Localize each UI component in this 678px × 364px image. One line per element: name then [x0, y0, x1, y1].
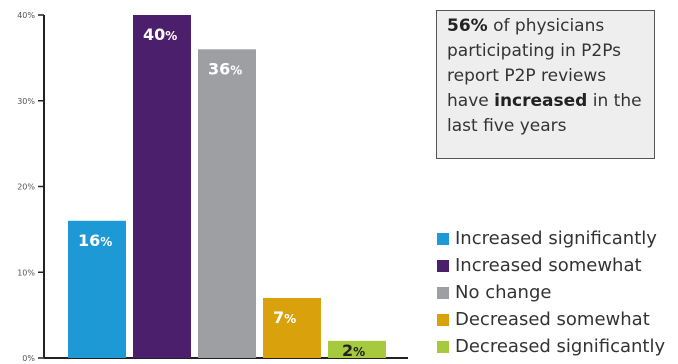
legend-item: Decreased somewhat	[437, 306, 678, 333]
bar-value-label: 16%	[78, 231, 112, 250]
bar-value-label: 40%	[143, 25, 177, 44]
y-tick-label: 10%	[17, 268, 35, 277]
legend-swatch	[437, 340, 449, 353]
legend-swatch	[437, 313, 449, 326]
callout-highlight: 56%	[447, 16, 488, 36]
callout-emphasis: increased	[494, 91, 588, 111]
legend-swatch	[437, 259, 449, 272]
legend-item: Decreased significantly	[437, 333, 678, 360]
bar-value-suffix: %	[284, 312, 296, 326]
bar-value-label: 36%	[208, 59, 242, 78]
legend-item: Increased significantly	[437, 225, 678, 252]
bar-value-suffix: %	[230, 63, 242, 77]
legend-label: Decreased significantly	[455, 336, 666, 357]
bar-value-label: 2%	[342, 341, 365, 360]
callout-box: 56% of physicians participating in P2Ps …	[436, 10, 655, 159]
bar	[133, 15, 191, 358]
legend-label: No change	[455, 282, 552, 303]
bar	[68, 220, 126, 358]
legend: Increased significantly Increased somewha…	[437, 225, 678, 360]
legend-label: Increased somewhat	[455, 255, 642, 276]
legend-label: Increased significantly	[455, 228, 657, 249]
bar-value-suffix: %	[353, 345, 365, 359]
bar	[198, 49, 256, 359]
bar-labels: 16% 40% 36% 7% 2%	[78, 25, 365, 360]
callout-text-1: of physicians participating in P2Ps repo…	[447, 16, 622, 111]
bar	[263, 297, 321, 358]
y-tick-label: 20%	[17, 183, 35, 192]
bar	[328, 340, 386, 358]
legend-item: Increased somewhat	[437, 252, 678, 279]
bars	[68, 15, 386, 359]
legend-swatch	[437, 232, 449, 245]
bar-chart: 0% 10% 20% 30% 40% 16% 40% 36% 7% 2%	[17, 11, 408, 363]
legend-swatch	[437, 286, 449, 299]
y-tick-label: 0%	[22, 354, 35, 363]
bar-value-suffix: %	[165, 29, 177, 43]
y-tick-label: 40%	[17, 11, 35, 20]
legend-label: Decreased somewhat	[455, 309, 650, 330]
bar-value-label: 7%	[273, 308, 296, 327]
callout-text-2: in the last five years	[447, 91, 642, 136]
y-tick-label: 30%	[17, 97, 35, 106]
bar-value-suffix: %	[100, 235, 112, 249]
legend-item: No change	[437, 279, 678, 306]
